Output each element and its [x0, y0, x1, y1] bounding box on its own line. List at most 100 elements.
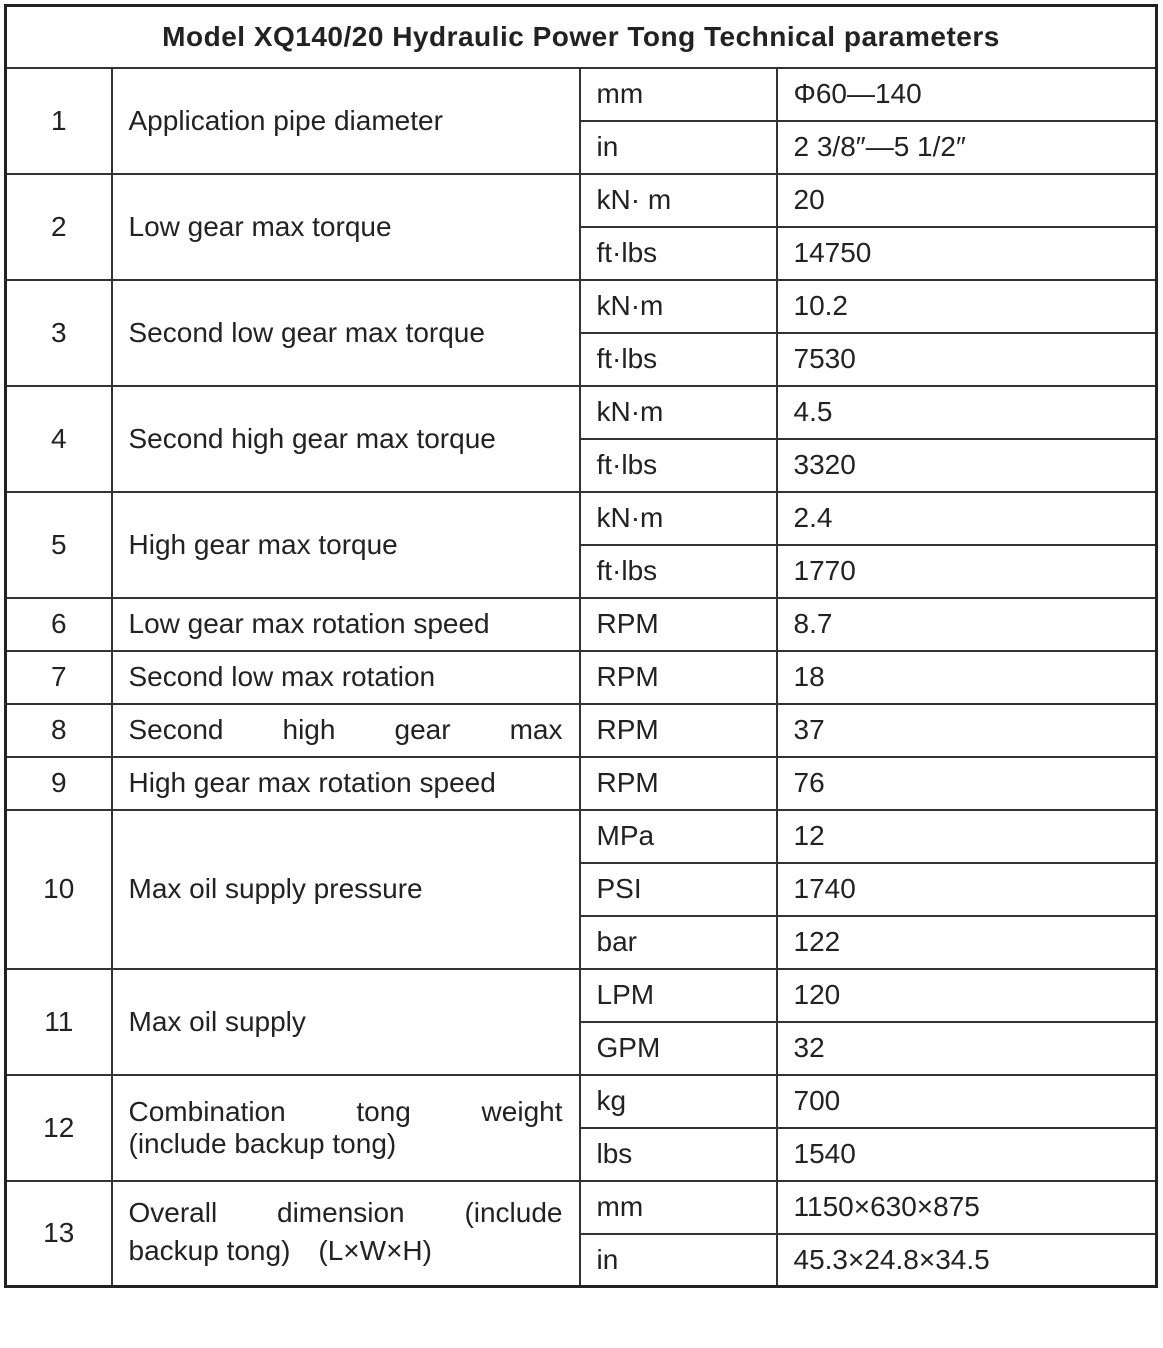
unit-cell: GPM: [578, 1020, 778, 1076]
value-cell: 37: [775, 702, 1158, 758]
table-title: Model XQ140/20 Hydraulic Power Tong Tech…: [4, 4, 1158, 69]
value-cell: 76: [775, 755, 1158, 811]
unit-cell: RPM: [578, 596, 778, 652]
table-row: lbs 1540: [6, 1126, 1158, 1182]
value-cell: 10.2: [775, 278, 1158, 334]
unit-cell: kN·m: [578, 384, 778, 440]
value-cell: 2 3/8″—5 1/2″: [775, 119, 1158, 175]
title-row: Model XQ140/20 Hydraulic Power Tong Tech…: [4, 4, 1158, 69]
table-row: 7 Second low max rotation RPM 18: [4, 649, 1158, 705]
parameter-name: Combination tong weight (include backup t…: [110, 1073, 581, 1182]
table-row: 4 Second high gear max torque kN·m 4.5: [4, 384, 1158, 493]
unit-cell: LPM: [578, 967, 778, 1023]
parameter-name-line: Max oil supply: [128, 1005, 306, 1037]
table-row: GPM 32: [6, 1020, 1158, 1076]
unit-cell: ft·lbs: [578, 437, 778, 493]
table-row: 13 Overall dimension (include backup tong)…: [4, 1179, 1158, 1288]
table-row: in 45.3×24.8×34.5: [6, 1232, 1158, 1288]
value-cell: 45.3×24.8×34.5: [775, 1232, 1158, 1288]
value-cell: 7530: [775, 331, 1158, 387]
value-cell: 120: [775, 967, 1158, 1023]
parameter-name: Max oil supply: [110, 967, 581, 1076]
parameter-name: High gear max rotation speed: [110, 755, 581, 811]
value-cell: 4.5: [775, 384, 1158, 440]
row-number: 2: [4, 172, 113, 281]
row-number: 7: [4, 649, 113, 705]
row-number: 11: [4, 967, 113, 1076]
value-cell: 1540: [775, 1126, 1158, 1182]
unit-cell: PSI: [578, 861, 778, 917]
unit-cell: ft·lbs: [578, 225, 778, 281]
value-cell: 18: [775, 649, 1158, 705]
parameter-name-line: Overall dimension (include: [128, 1197, 563, 1229]
table-row: 11 Max oil supply LPM 120: [4, 967, 1158, 1076]
parameter-name-line: High gear max torque: [128, 528, 398, 560]
parameter-name: Low gear max rotation speed: [110, 596, 581, 652]
parameter-name: Second low max rotation: [110, 649, 581, 705]
row-number: 4: [4, 384, 113, 493]
row-number: 5: [4, 490, 113, 599]
parameter-name-line: backup tong) (L×W×H): [128, 1235, 432, 1267]
row-number: 1: [4, 66, 113, 175]
table-row: ft·lbs 3320: [6, 437, 1158, 493]
value-cell: 14750: [775, 225, 1158, 281]
unit-cell: mm: [578, 1179, 778, 1235]
parameter-name-line: Max oil supply pressure: [128, 873, 423, 904]
row-number: 8: [4, 702, 113, 758]
value-cell: 122: [775, 914, 1158, 970]
table-row: PSI 1740: [6, 861, 1158, 917]
value-cell: 12: [775, 808, 1158, 864]
parameter-name: High gear max torque: [110, 490, 581, 599]
table-row: 10 Max oil supply pressure MPa 12: [4, 808, 1158, 970]
unit-cell: ft·lbs: [578, 543, 778, 599]
unit-cell: kg: [578, 1073, 778, 1129]
value-cell: 700: [775, 1073, 1158, 1129]
table-row: 6 Low gear max rotation speed RPM 8.7: [4, 596, 1158, 652]
parameter-name-line: High gear max rotation speed: [128, 767, 496, 798]
parameter-name-line: Second high gear max: [128, 714, 563, 745]
parameter-name-line: Second low max rotation: [128, 661, 436, 692]
parameter-name-line: (include backup tong): [128, 1127, 397, 1159]
unit-cell: RPM: [578, 702, 778, 758]
unit-cell: in: [578, 119, 778, 175]
table-row: 12 Combination tong weight (include backup…: [4, 1073, 1158, 1182]
parameter-name: Low gear max torque: [110, 172, 581, 281]
parameter-name: Second low gear max torque: [110, 278, 581, 387]
parameter-name: Application pipe diameter: [110, 66, 581, 175]
table-row: 2 Low gear max torque kN· m 20: [4, 172, 1158, 281]
technical-parameters-table: Model XQ140/20 Hydraulic Power Tong Tech…: [4, 4, 1158, 1288]
parameter-name: Second high gear max torque: [110, 384, 581, 493]
parameter-name-line: Low gear max rotation speed: [128, 608, 490, 639]
table-row: bar 122: [6, 914, 1158, 970]
parameter-name: Second high gear max: [110, 702, 581, 758]
table-row: 9 High gear max rotation speed RPM 76: [4, 755, 1158, 811]
value-cell: 2.4: [775, 490, 1158, 546]
unit-cell: kN·m: [578, 490, 778, 546]
row-number: 3: [4, 278, 113, 387]
unit-cell: RPM: [578, 755, 778, 811]
unit-cell: bar: [578, 914, 778, 970]
parameter-name-line: Low gear max torque: [128, 210, 392, 242]
table-row: 1 Application pipe diameter mm Φ60—140: [4, 66, 1158, 175]
row-number: 6: [4, 596, 113, 652]
table-row: ft·lbs 7530: [6, 331, 1158, 387]
table-row: ft·lbs 14750: [6, 225, 1158, 281]
unit-cell: MPa: [578, 808, 778, 864]
value-cell: 32: [775, 1020, 1158, 1076]
value-cell: 8.7: [775, 596, 1158, 652]
table-row: in 2 3/8″—5 1/2″: [6, 119, 1158, 175]
value-cell: 20: [775, 172, 1158, 228]
table-row: 3 Second low gear max torque kN·m 10.2: [4, 278, 1158, 387]
value-cell: 1150×630×875: [775, 1179, 1158, 1235]
row-number: 12: [4, 1073, 113, 1182]
row-number: 9: [4, 755, 113, 811]
unit-cell: lbs: [578, 1126, 778, 1182]
parameter-name: Max oil supply pressure: [110, 808, 581, 970]
parameter-name-line: Second low gear max torque: [128, 316, 485, 348]
value-cell: 1740: [775, 861, 1158, 917]
table-row: 8 Second high gear max RPM 37: [4, 702, 1158, 758]
parameter-name-line: Combination tong weight: [128, 1095, 563, 1127]
row-number: 13: [4, 1179, 113, 1288]
unit-cell: RPM: [578, 649, 778, 705]
parameter-name: Overall dimension (include backup tong) (…: [110, 1179, 581, 1288]
